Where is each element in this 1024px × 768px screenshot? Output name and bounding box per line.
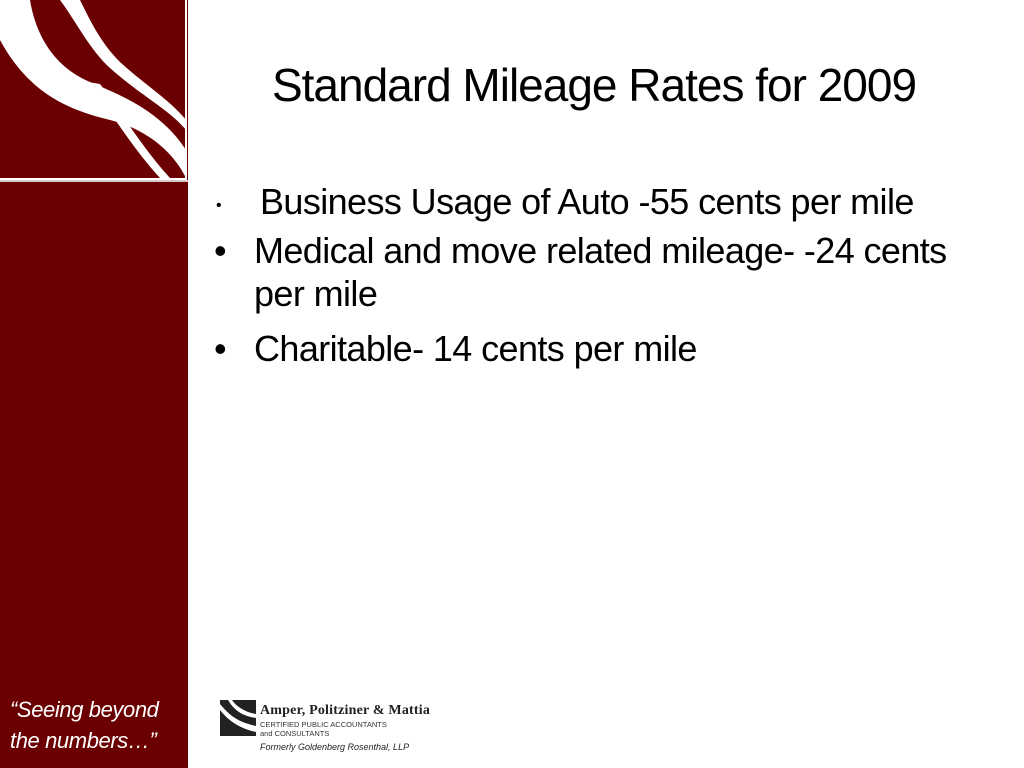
- bullet-text: Business Usage of Auto -55 cents per mil…: [260, 181, 914, 222]
- bullet-dot-icon: •: [214, 230, 227, 271]
- tagline: “Seeing beyond the numbers…”: [10, 694, 180, 756]
- bullet-text: Medical and move related mileage- -24 ce…: [254, 230, 947, 314]
- bullet-dot-icon: •: [216, 197, 222, 214]
- bullet-item: • Medical and move related mileage- -24 …: [214, 229, 1004, 315]
- slide-title: Standard Mileage Rates for 2009: [271, 59, 917, 111]
- bullet-item: • Charitable- 14 cents per mile: [214, 327, 1004, 370]
- bullet-list: • Business Usage of Auto -55 cents per m…: [214, 180, 1004, 382]
- bullet-text: Charitable- 14 cents per mile: [254, 328, 697, 369]
- formerly-note: Formerly Goldenberg Rosenthal, LLP: [260, 742, 410, 752]
- sidebar: “Seeing beyond the numbers…”: [0, 0, 188, 768]
- wave-logo-icon: [0, 0, 187, 180]
- bullet-dot-icon: •: [214, 328, 227, 369]
- bullet-item: • Business Usage of Auto -55 cents per m…: [214, 180, 1004, 223]
- firm-subtitle-line-2: and CONSULTANTS: [260, 729, 330, 738]
- firm-name: Amper, Politziner & Mattia: [260, 703, 431, 718]
- firm-subtitle: CERTIFIED PUBLIC ACCOUNTANTS and CONSULT…: [260, 720, 387, 738]
- firm-subtitle-line-1: CERTIFIED PUBLIC ACCOUNTANTS: [260, 720, 387, 729]
- tagline-line-2: the numbers…”: [10, 728, 157, 753]
- sidebar-divider: [0, 180, 188, 182]
- tagline-line-1: “Seeing beyond: [10, 697, 159, 722]
- firm-logo: Amper, Politziner & Mattia CERTIFIED PUB…: [220, 700, 440, 756]
- firm-mark-icon: [220, 700, 256, 736]
